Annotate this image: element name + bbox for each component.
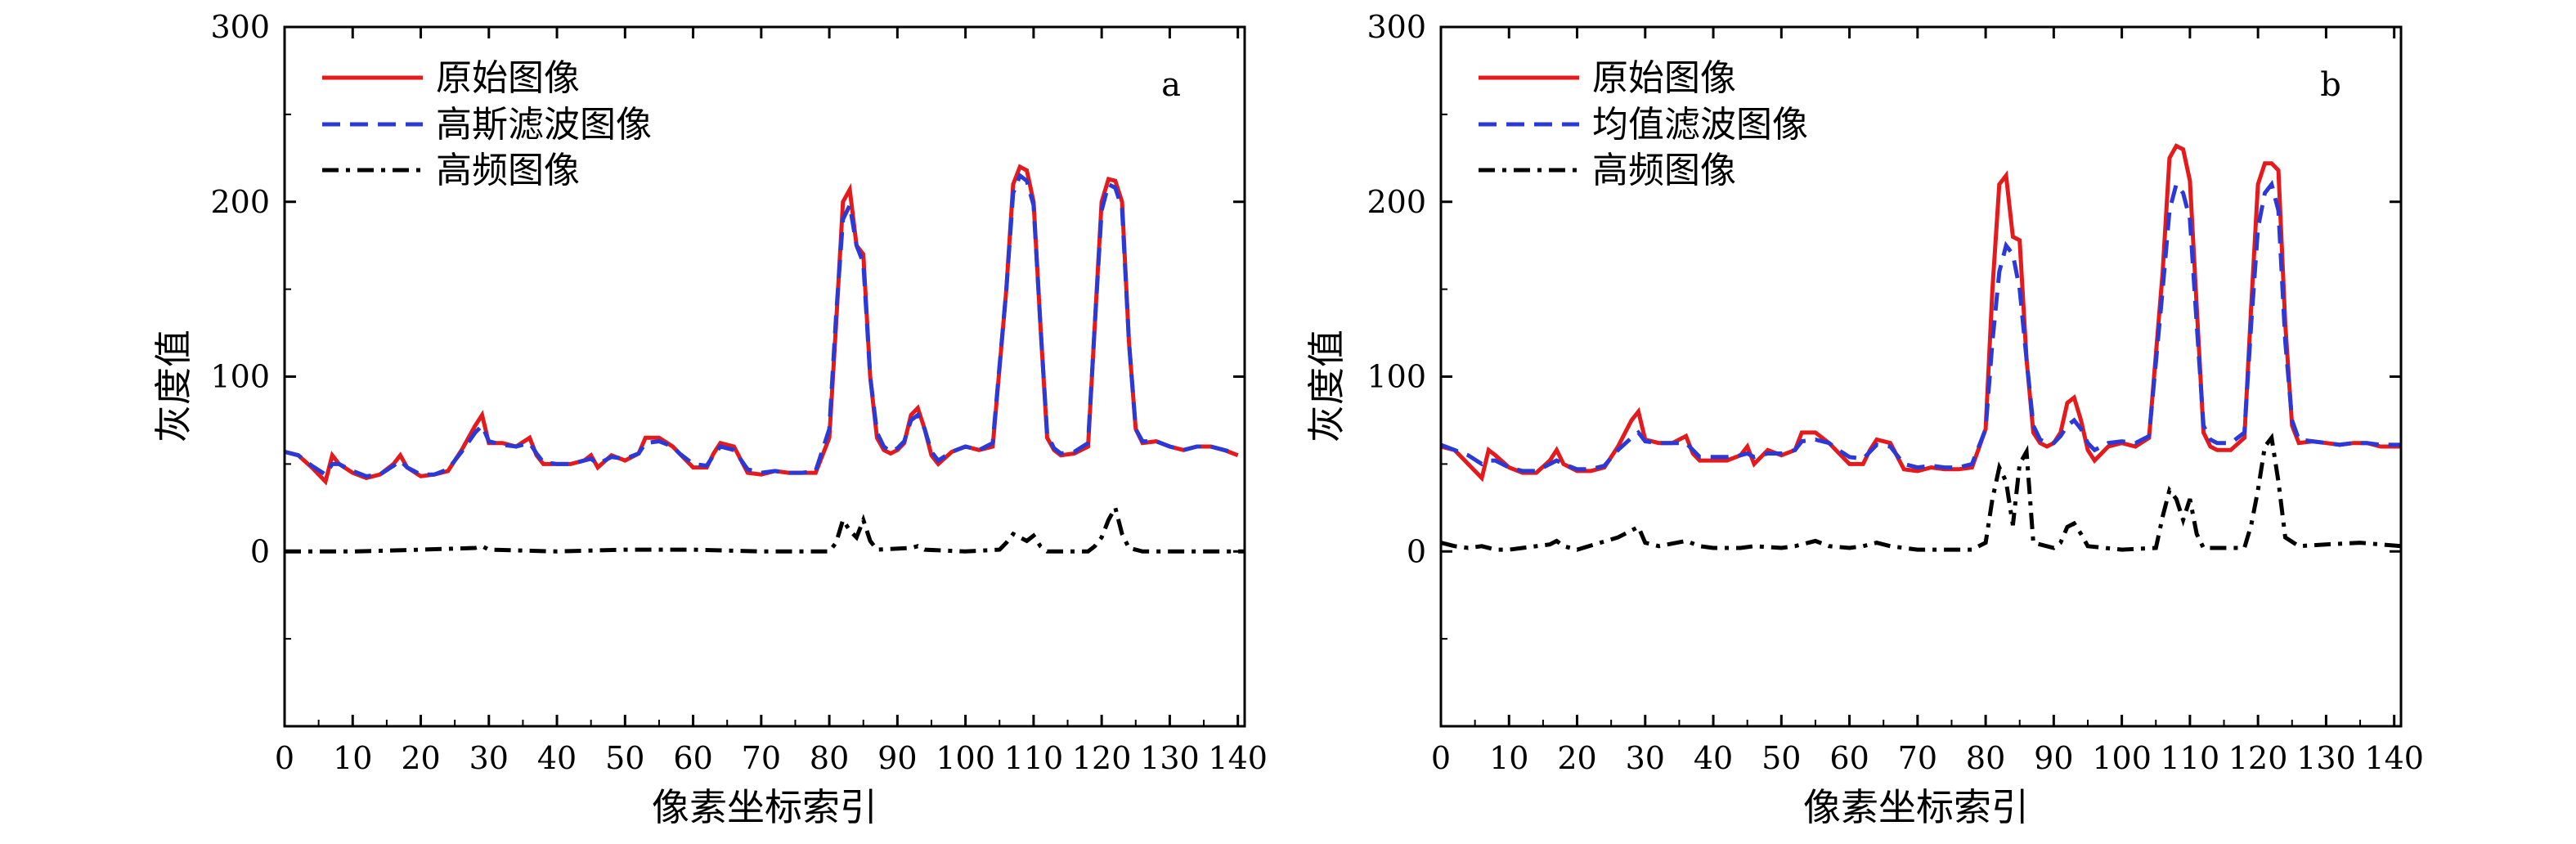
series-line-b-0 <box>1441 143 2401 483</box>
x-tick-label-a-100: 100 <box>936 740 995 776</box>
x-tick-label-a-50: 50 <box>605 740 644 776</box>
y-axis-title-a: 灰度值 <box>151 330 195 442</box>
x-tick-label-b-100: 100 <box>2092 740 2152 776</box>
legend-b: 原始图像 均值滤波图像 高频图像 <box>1479 57 1808 191</box>
chart-panel-a: 灰度值 像素坐标索引 a 原始图像 高斯滤波图像 高频图像 0 10 20 30 40 5… <box>151 9 1268 829</box>
x-tick-label-a-0: 0 <box>275 740 294 776</box>
x-tick-label-a-30: 30 <box>469 740 509 776</box>
x-tick-label-a-60: 60 <box>673 740 712 776</box>
legend-label-a-2: 高频图像 <box>436 150 580 191</box>
series-line-b-2 <box>1441 433 2401 552</box>
series-line-a-1 <box>285 172 1239 478</box>
x-tick-label-b-40: 40 <box>1694 740 1733 776</box>
x-tick-label-b-110: 110 <box>2161 740 2220 776</box>
x-axis-title-a: 像素坐标索引 <box>652 785 877 829</box>
legend-label-b-0: 原始图像 <box>1592 57 1736 99</box>
legend-label-b-2: 高频图像 <box>1592 150 1736 191</box>
y-tick-label-b-0: 0 <box>1407 533 1426 569</box>
panel-letter-b: b <box>2320 66 2341 104</box>
x-axis-title-b: 像素坐标索引 <box>1803 785 2029 829</box>
x-tick-label-a-110: 110 <box>1004 740 1064 776</box>
x-tick-label-a-40: 40 <box>537 740 577 776</box>
x-tick-label-b-120: 120 <box>2228 740 2288 776</box>
x-tick-label-b-60: 60 <box>1829 740 1869 776</box>
x-tick-label-b-20: 20 <box>1557 740 1596 776</box>
y-tick-label-a-300: 300 <box>210 9 270 45</box>
panel-letter-a: a <box>1161 66 1181 104</box>
x-tick-label-b-90: 90 <box>2034 740 2073 776</box>
x-tick-label-a-90: 90 <box>877 740 917 776</box>
legend-label-a-1: 高斯滤波图像 <box>436 104 652 146</box>
legend-label-a-0: 原始图像 <box>436 57 580 99</box>
x-tick-label-b-80: 80 <box>1966 740 2005 776</box>
y-tick-label-a-100: 100 <box>210 359 270 395</box>
x-tick-label-a-20: 20 <box>401 740 440 776</box>
x-tick-label-a-120: 120 <box>1072 740 1132 776</box>
x-tick-label-a-140: 140 <box>1208 740 1268 776</box>
series-group-a <box>285 164 1245 554</box>
series-line-a-2 <box>285 502 1245 554</box>
chart-panel-b: 灰度值 像素坐标索引 b 原始图像 均值滤波图像 高频图像 0 10 20 30 40 5… <box>1304 9 2424 829</box>
x-tick-label-a-130: 130 <box>1140 740 1200 776</box>
x-tick-label-b-140: 140 <box>2364 740 2424 776</box>
x-tick-label-a-80: 80 <box>810 740 849 776</box>
series-line-b-1 <box>1441 179 2401 474</box>
y-tick-label-a-200: 200 <box>210 184 270 220</box>
legend-label-b-1: 均值滤波图像 <box>1592 104 1808 146</box>
series-group-b <box>1441 143 2401 552</box>
x-tick-label-b-70: 70 <box>1898 740 1937 776</box>
x-tick-label-b-0: 0 <box>1431 740 1451 776</box>
x-tick-label-a-70: 70 <box>742 740 781 776</box>
x-tick-label-b-50: 50 <box>1761 740 1801 776</box>
x-tick-label-b-30: 30 <box>1626 740 1665 776</box>
x-tick-label-b-130: 130 <box>2296 740 2356 776</box>
y-tick-label-b-200: 200 <box>1367 184 1426 220</box>
y-tick-label-a-0: 0 <box>250 533 270 569</box>
x-tick-label-a-10: 10 <box>333 740 372 776</box>
y-tick-label-b-300: 300 <box>1367 9 1426 45</box>
y-tick-label-b-100: 100 <box>1367 359 1426 395</box>
y-axis-title-b: 灰度值 <box>1304 330 1349 442</box>
legend-a: 原始图像 高斯滤波图像 高频图像 <box>322 57 652 191</box>
x-tick-label-b-10: 10 <box>1489 740 1528 776</box>
